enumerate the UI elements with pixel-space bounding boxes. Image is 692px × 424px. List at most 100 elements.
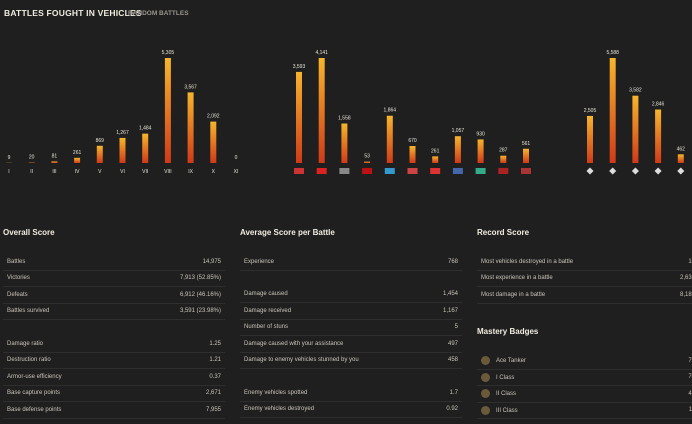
bar [187, 92, 194, 163]
bar [500, 155, 507, 163]
stat-label-text: Damage caused with your assistance [244, 340, 344, 347]
battle-filter[interactable]: RANDOM BATTLES [128, 10, 189, 17]
badge-icon [481, 389, 490, 399]
stat-row: Most experience in a battle 2,633 [477, 271, 692, 287]
value-label: 2,846 [652, 102, 665, 108]
stat-value: 497 [447, 340, 458, 347]
stat-row: Damage caused with your assistance 497 [240, 336, 462, 353]
stat-value: 14,975 [202, 258, 221, 265]
bar [409, 146, 416, 163]
value-label: 261 [73, 150, 82, 156]
stat-label-text: Damage to enemy vehicles stunned by you [244, 357, 359, 364]
stat-label-text: Most vehicles destroyed in a battle [481, 258, 574, 265]
stat-row: Enemy vehicles spotted 1.7 [240, 385, 462, 402]
stats-section: Average Score per Battle Experience 768 Dam… [240, 228, 462, 418]
stat-row: Destruction ratio 1.21 [3, 353, 225, 369]
value-label: 9 [8, 155, 11, 161]
stat-value: 2,633 [679, 275, 692, 282]
stat-value: 1.7 [449, 389, 458, 396]
type-icon [609, 167, 617, 175]
stat-label: Most experience in a battle [481, 275, 553, 281]
stat-row: Ace Tanker 76 [477, 353, 692, 370]
section-title: Record Score [477, 228, 530, 237]
stat-value: 7,913 (52.85%) [179, 275, 221, 282]
stat-value: 1.21 [209, 357, 221, 364]
stat-label: Damage caused with your assistance [244, 341, 343, 347]
stat-row: Damage to enemy vehicles stunned by you 4… [240, 353, 462, 369]
value-label: 2,505 [584, 108, 597, 114]
stat-value: 11 [688, 407, 692, 414]
bar [454, 136, 461, 163]
flag-icon [294, 168, 304, 174]
stat-label: Armor-use efficiency [7, 374, 62, 380]
category-label: I [8, 169, 9, 175]
stat-label-text: I Class [496, 374, 515, 381]
bar [632, 95, 639, 163]
category-label: VII [142, 169, 148, 175]
type-icon [654, 167, 662, 175]
bar [96, 145, 103, 163]
flag-icon [316, 168, 327, 174]
flag-icon [362, 168, 373, 174]
stat-label: Defeats [7, 292, 28, 298]
bar [587, 115, 593, 163]
stat-label: Damage to enemy vehicles stunned by you [244, 357, 359, 363]
value-label: 1,267 [116, 130, 129, 136]
bar [523, 148, 529, 163]
stat-label: Damage caused [244, 291, 288, 297]
stat-label: Base capture points [7, 390, 60, 396]
stat-label-text: Destruction ratio [7, 357, 51, 364]
value-label: 462 [677, 146, 686, 152]
stat-label: Enemy vehicles spotted [244, 390, 307, 396]
stat-label-text: Base defense points [7, 406, 62, 413]
stats-section: Overall Score Battles 14,975 Victories 7,913… [3, 228, 225, 419]
section-title: Average Score per Battle [240, 228, 335, 237]
stat-label: Experience [244, 259, 274, 265]
stat-row: Victories 7,913 (52.85%) [3, 271, 225, 287]
stat-row: Armor-use efficiency 0.37 [3, 369, 225, 386]
stat-value: 10 [688, 258, 692, 265]
value-label: 261 [431, 148, 440, 154]
flag-icon [339, 168, 350, 174]
stat-row: II Class 41 [477, 386, 692, 403]
value-label: 1,057 [452, 128, 465, 134]
category-label: IV [75, 169, 80, 175]
bar [386, 115, 393, 163]
bar [655, 109, 662, 163]
stat-row: Base capture points 2,671 [3, 386, 225, 402]
stat-label: Damage ratio [7, 341, 43, 347]
stat-row: Most vehicles destroyed in a battle 10 [477, 254, 692, 271]
stat-label: Base defense points [7, 407, 61, 413]
value-label: 5,305 [162, 50, 175, 56]
stat-row: I Class 70 [477, 370, 692, 386]
stat-label: III Class [481, 405, 518, 415]
flag-icon [498, 168, 509, 174]
category-label: II [30, 169, 33, 175]
stat-row: Damage received 1,167 [240, 303, 462, 320]
stat-row: Damage caused 1,454 [240, 287, 462, 303]
flag-icon [430, 168, 441, 174]
stat-row: III Class 11 [477, 403, 692, 419]
stat-label-text: Most damage in a battle [481, 291, 546, 298]
value-label: 3,593 [293, 64, 306, 70]
bar [341, 123, 348, 163]
stat-row: Battles 14,975 [3, 254, 225, 271]
category-label: X [212, 169, 216, 175]
stat-row: Defeats 6,912 (46.16%) [3, 287, 225, 304]
stat-row: Enemy vehicles destroyed 0.92 [240, 402, 462, 418]
type-icon [677, 167, 685, 175]
flag-icon [407, 168, 418, 174]
category-label: VIII [164, 169, 172, 175]
stat-label-text: Number of stuns [244, 324, 289, 331]
stats-section: Mastery Badges Ace Tanker 76 I Class 70 II Cl… [477, 327, 692, 419]
stat-label: Destruction ratio [7, 357, 51, 363]
bar [210, 121, 217, 163]
stat-label-text: Damage received [244, 307, 292, 314]
stat-value: 1,167 [442, 307, 458, 314]
stat-label: Battles survived [7, 308, 49, 314]
stat-label-text: Base capture points [7, 390, 61, 397]
value-label: 4,141 [315, 50, 328, 56]
section-title: Mastery Badges [477, 327, 539, 336]
value-label: 3,567 [184, 84, 197, 90]
stat-value: 6,912 (46.16%) [179, 291, 221, 298]
